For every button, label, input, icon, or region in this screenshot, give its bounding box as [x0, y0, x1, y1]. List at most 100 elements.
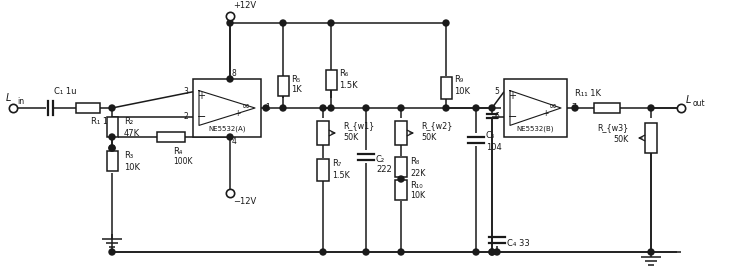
Text: C₂: C₂: [376, 156, 385, 164]
Text: 8: 8: [232, 69, 236, 79]
Text: 3: 3: [183, 87, 188, 96]
Text: 100K: 100K: [173, 157, 192, 166]
Text: 47K: 47K: [124, 129, 140, 137]
Text: R_{w3}: R_{w3}: [598, 123, 629, 133]
Text: out: out: [693, 100, 706, 109]
Text: −: −: [197, 112, 206, 122]
Text: R₅: R₅: [291, 76, 300, 85]
Bar: [193, 79, 261, 137]
Text: C₃: C₃: [486, 131, 495, 140]
Text: +: +: [508, 92, 516, 102]
Bar: [594, 103, 620, 113]
Text: 104: 104: [486, 143, 502, 153]
Circle shape: [398, 249, 404, 255]
Text: C₄ 33: C₄ 33: [507, 239, 530, 248]
Circle shape: [227, 20, 233, 26]
Bar: [278, 76, 288, 96]
Text: ∞: ∞: [549, 101, 557, 111]
Bar: [106, 151, 118, 171]
Text: −: −: [508, 112, 517, 122]
Text: R₄: R₄: [173, 147, 183, 156]
Circle shape: [320, 249, 326, 255]
Text: −12V: −12V: [233, 197, 256, 207]
Text: 22K: 22K: [410, 168, 426, 177]
Text: R₁₁ 1K: R₁₁ 1K: [575, 89, 601, 99]
Text: 50K: 50K: [614, 136, 629, 144]
Bar: [645, 123, 657, 153]
Circle shape: [109, 145, 115, 151]
Text: ∞: ∞: [242, 101, 250, 111]
Text: 10K: 10K: [454, 86, 470, 96]
Circle shape: [280, 105, 286, 111]
Bar: [395, 180, 407, 200]
Text: NE5532(A): NE5532(A): [208, 125, 246, 131]
Text: R₃: R₃: [124, 151, 133, 160]
Text: 2: 2: [183, 112, 188, 121]
Text: R₈: R₈: [410, 157, 419, 167]
Circle shape: [494, 249, 500, 255]
Bar: [395, 157, 407, 177]
Text: 50K: 50K: [343, 133, 358, 143]
Circle shape: [227, 134, 233, 140]
Circle shape: [263, 105, 269, 111]
Circle shape: [398, 105, 404, 111]
Circle shape: [572, 105, 578, 111]
Circle shape: [328, 105, 334, 111]
Circle shape: [489, 105, 495, 111]
Circle shape: [109, 249, 115, 255]
Circle shape: [489, 249, 495, 255]
Bar: [504, 79, 567, 137]
Circle shape: [648, 105, 654, 111]
Text: 4: 4: [232, 137, 237, 147]
Text: 222: 222: [376, 166, 392, 174]
Text: R₁₀: R₁₀: [410, 181, 423, 190]
Text: 6: 6: [494, 112, 499, 121]
Circle shape: [443, 105, 449, 111]
Circle shape: [109, 145, 115, 151]
Text: 5: 5: [494, 87, 499, 96]
Text: R₁ 1K: R₁ 1K: [91, 117, 114, 127]
Text: R_{w2}: R_{w2}: [421, 122, 452, 130]
Text: 7: 7: [571, 103, 576, 113]
Text: 10K: 10K: [410, 191, 425, 201]
Bar: [317, 159, 329, 181]
Text: R₆: R₆: [339, 69, 348, 79]
Text: C₁ 1u: C₁ 1u: [54, 87, 77, 96]
Text: 1.5K: 1.5K: [339, 80, 358, 89]
Text: L: L: [686, 95, 692, 105]
Text: R₇: R₇: [332, 160, 341, 168]
Circle shape: [648, 249, 654, 255]
Text: +: +: [542, 109, 548, 118]
Circle shape: [320, 105, 326, 111]
Text: R₉: R₉: [454, 76, 463, 85]
Bar: [325, 70, 336, 90]
Text: NE5532(B): NE5532(B): [517, 125, 554, 131]
Circle shape: [443, 20, 449, 26]
Text: +: +: [197, 92, 205, 102]
Text: +: +: [234, 109, 240, 118]
Text: 1K: 1K: [291, 86, 302, 94]
Bar: [317, 121, 329, 145]
Text: 1.5K: 1.5K: [332, 171, 350, 181]
Circle shape: [280, 20, 286, 26]
Text: R_{w1}: R_{w1}: [343, 122, 374, 130]
Bar: [157, 132, 185, 142]
Text: R₂: R₂: [124, 117, 133, 127]
Circle shape: [489, 249, 495, 255]
Circle shape: [109, 134, 115, 140]
Text: 1: 1: [265, 103, 270, 113]
Circle shape: [328, 20, 334, 26]
Circle shape: [109, 105, 115, 111]
Text: in: in: [17, 97, 24, 106]
Text: 50K: 50K: [421, 133, 436, 143]
Circle shape: [363, 249, 369, 255]
Circle shape: [473, 105, 479, 111]
Bar: [76, 103, 100, 113]
Bar: [395, 121, 407, 145]
Circle shape: [227, 76, 233, 82]
Bar: [440, 77, 452, 99]
Bar: [106, 117, 118, 137]
Text: 10K: 10K: [124, 163, 140, 171]
Circle shape: [363, 105, 369, 111]
Circle shape: [398, 176, 404, 182]
